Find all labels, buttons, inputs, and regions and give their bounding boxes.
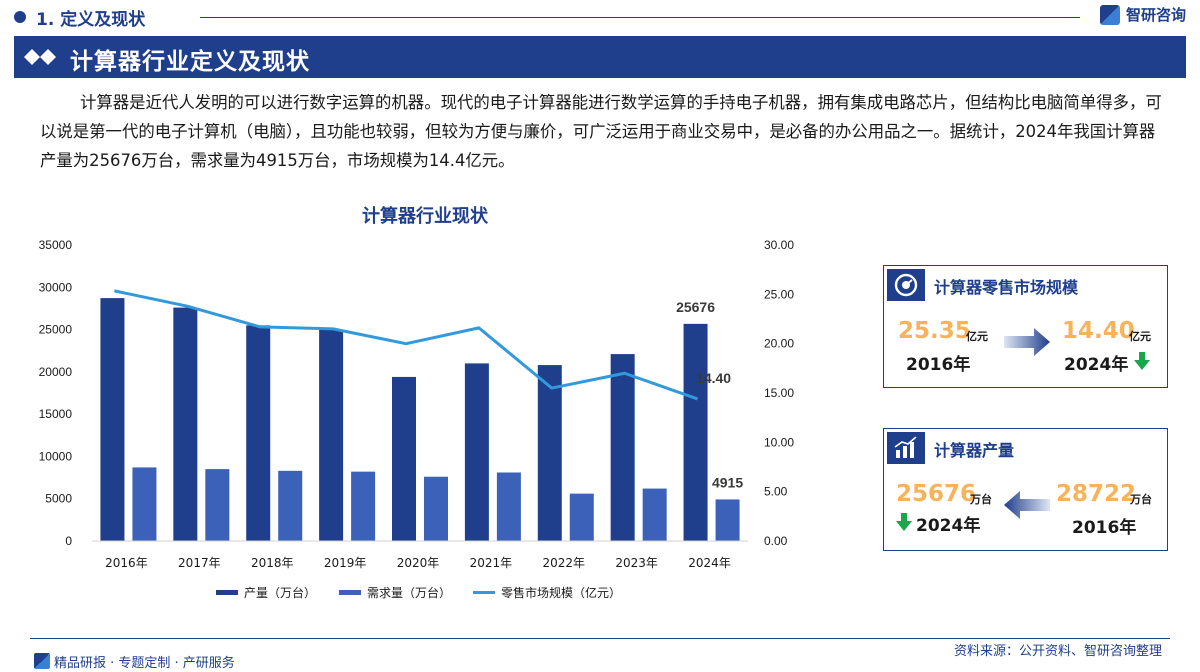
x-axis-tick-label: 2020年 [397,556,440,570]
bar-output [173,307,198,541]
output-card-title: 计算器产量 [934,441,1015,460]
data-label: 14.40 [696,370,731,386]
section-bullet-icon [14,11,26,23]
market-size-2016-year: 2016年 [906,355,971,375]
bar-trend-icon [887,432,925,464]
x-axis-tick-label: 2021年 [470,556,513,570]
section-title: 1. 定义及现状 [36,10,146,30]
bar-demand [496,472,521,541]
bar-demand [205,469,230,541]
data-label: 25676 [676,299,715,315]
bar-demand [424,476,448,541]
left-axis-tick-label: 10000 [39,449,73,463]
x-axis-tick-label: 2024年 [688,556,731,570]
bar-demand [278,470,303,541]
x-axis-tick-label: 2019年 [324,556,367,570]
line-market-size [114,289,699,401]
down-arrow-icon [1134,352,1150,370]
left-axis-tick-label: 30000 [39,280,73,294]
brand-name: 智研咨询 [1125,6,1186,24]
bar-output [464,363,489,541]
legend-item-output: 产量（万台） [216,584,316,601]
brand: 智研咨询 [1099,4,1186,25]
output-2024-value: 25676 [896,481,977,507]
x-axis-tick-label: 2016年 [105,556,148,570]
output-2016-year: 2016年 [1072,518,1137,538]
top-strip: 1. 定义及现状 智研咨询 [0,0,1200,34]
right-axis-tick-label: 20.00 [764,337,794,351]
legend-swatch-output [216,590,238,595]
legend-label-market: 零售市场规模（亿元） [501,586,622,600]
output-2024-year: 2024年 [916,516,981,536]
output-2016-value: 28722 [1056,481,1137,507]
bar-output [683,323,708,541]
bottom-logo-icon [34,653,50,669]
right-axis-tick-label: 0.00 [764,534,788,548]
market-size-2024-year: 2024年 [1064,355,1129,375]
bar-demand [569,493,594,541]
combo-chart: 0 5000 10000 15000 20000 25000 30000 35000 0.00 5… [39,238,795,570]
legend-label-output: 产量（万台） [244,586,317,600]
legend-label-demand: 需求量（万台） [367,586,452,600]
heading-bar: 计算器行业定义及现状 [14,36,1186,78]
market-size-2016-unit: 亿元 [966,330,988,343]
left-axis-tick-label: 0 [65,534,72,548]
x-axis-tick-label: 2023年 [615,556,658,570]
legend-item-demand: 需求量（万台） [339,584,451,601]
top-divider [200,17,1080,18]
output-2016-unit: 万台 [1130,493,1152,506]
bar-demand [351,471,376,541]
bar-demand [715,499,740,541]
market-size-2024-unit: 亿元 [1129,330,1151,343]
page-title: 计算器行业定义及现状 [70,49,310,75]
brand-logo-icon [1099,4,1120,25]
market-size-2024-value: 14.40 [1062,318,1135,344]
left-axis-tick-label: 20000 [39,365,73,379]
bar-output [246,325,271,541]
intro-paragraph: 计算器是近代人发明的可以进行数字运算的机器。现代的电子计算器能进行数学运算的手持… [40,93,1162,170]
bar-output [392,376,416,541]
x-axis-tick-label: 2022年 [543,556,586,570]
market-gauge-icon [887,269,925,301]
x-axis-tick-label: 2017年 [178,556,221,570]
down-arrow-icon [896,513,912,531]
market-size-card-title: 计算器零售市场规模 [934,278,1079,297]
right-axis-tick-label: 30.00 [764,238,794,252]
arrow-right-icon [1004,328,1050,356]
bar-output [610,354,635,541]
left-axis-tick-label: 25000 [39,323,73,337]
left-axis-tick-label: 15000 [39,407,73,421]
legend-swatch-market [473,591,495,594]
right-axis-tick-label: 5.00 [764,485,788,499]
bottom-bar: 精品研报 · 专题定制 · 产研服务 [0,650,1200,672]
legend-item-market: 零售市场规模（亿元） [473,584,621,601]
right-axis-tick-label: 10.00 [764,435,794,449]
x-axis-tick-label: 2018年 [251,556,294,570]
footer-divider [30,638,1170,639]
source-note: 资料来源：公开资料、智研咨询整理 [953,644,1162,659]
bar-demand [132,467,157,541]
output-2024-unit: 万台 [970,493,992,506]
right-axis-tick-label: 25.00 [764,287,794,301]
arrow-left-icon [1004,491,1050,519]
diamond-icon [24,49,56,65]
legend-swatch-demand [339,590,361,595]
market-size-card: 计算器零售市场规模 25.35 亿元 2016年 14.40 亿元 2024年 [883,265,1168,388]
bar-demand [642,488,667,541]
chart-title: 计算器行业现状 [362,206,488,227]
bar-output [100,298,125,541]
market-size-2016-value: 25.35 [898,318,971,344]
output-card: 计算器产量 25676 万台 2024年 28722 万台 2016年 [883,428,1168,551]
tagline: 精品研报 · 专题定制 · 产研服务 [54,656,235,671]
bar-output [537,365,562,541]
bar-output [319,329,344,541]
left-axis-tick-label: 35000 [39,238,73,252]
data-label: 4915 [712,474,743,490]
right-axis-tick-label: 15.00 [764,386,794,400]
left-axis-tick-label: 5000 [45,492,72,506]
